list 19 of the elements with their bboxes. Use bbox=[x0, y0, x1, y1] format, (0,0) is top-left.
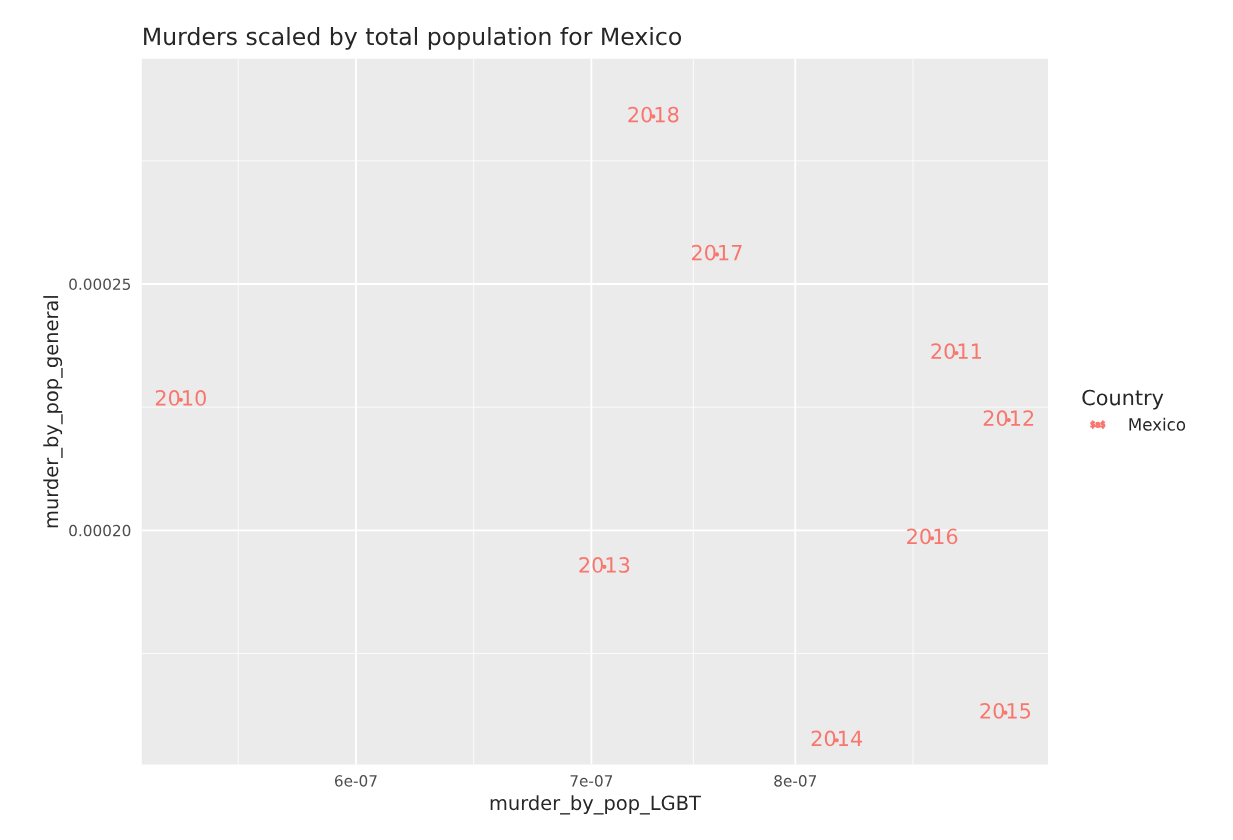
legend-title: Country bbox=[1082, 389, 1164, 410]
x-axis-title: murder_by_pop_LGBT bbox=[490, 795, 701, 815]
annotation: 2013 bbox=[579, 557, 630, 573]
y-axis-title: murder_by_pop_general bbox=[43, 296, 63, 528]
annotation: 2017 bbox=[691, 244, 742, 261]
y-tick-label: 0.00025 bbox=[69, 278, 131, 290]
annotation: 2010 bbox=[155, 390, 206, 406]
x-tick-label: 6e-07 bbox=[334, 775, 377, 787]
annotation: 2018 bbox=[628, 106, 679, 123]
annotation: 2014 bbox=[811, 730, 863, 747]
x-tick-label: 8e-07 bbox=[774, 775, 817, 787]
chart-title: Murders scaled by total population for Mexico bbox=[144, 26, 682, 50]
legend-label: Mexico bbox=[1129, 417, 1186, 431]
annotation: 2011 bbox=[931, 343, 981, 360]
annotation: 2012 bbox=[983, 410, 1034, 427]
annotation: 2015 bbox=[980, 702, 1031, 719]
annotation: 2016 bbox=[907, 528, 958, 545]
y-tick-label: 0.00020 bbox=[69, 524, 131, 537]
x-tick-label: 7e-07 bbox=[570, 775, 613, 787]
